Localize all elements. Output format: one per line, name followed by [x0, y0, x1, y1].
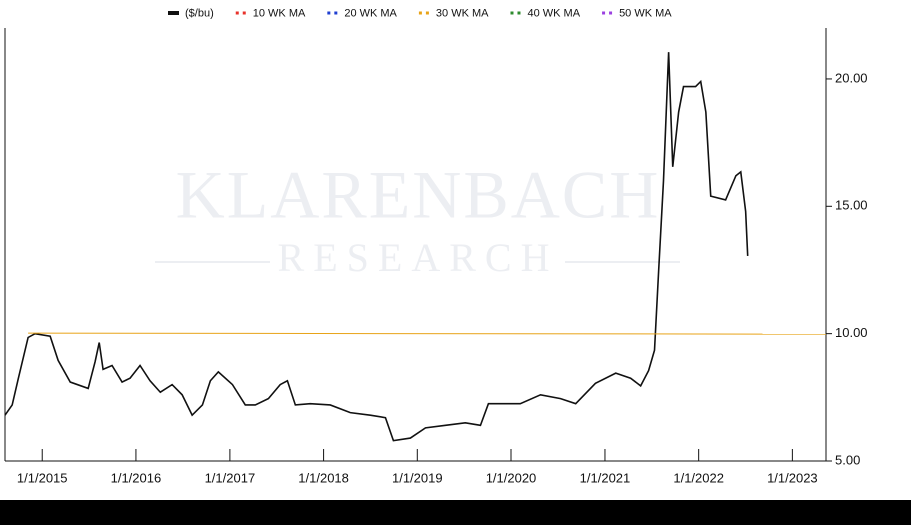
x-tick-label: 1/1/2017: [205, 470, 256, 485]
legend-item: ($/bu): [168, 7, 214, 19]
bottom-bar: [0, 500, 911, 525]
legend-item: 20 WK MA: [327, 7, 398, 19]
legend-label: ($/bu): [185, 7, 214, 19]
x-tick-label: 1/1/2018: [298, 470, 349, 485]
y-tick-label: 20.00: [835, 70, 868, 85]
legend-swatch: [418, 11, 422, 15]
legend: ($/bu) 10 WK MA 20 WK MA 30 WK MA 40 WK MA 50…: [168, 7, 672, 19]
y-tick-label: 10.00: [835, 325, 868, 340]
legend-label: 30 WK MA: [436, 7, 489, 19]
legend-swatch: [334, 11, 338, 15]
x-tick-label: 1/1/2015: [17, 470, 68, 485]
x-tick-label: 1/1/2020: [486, 470, 537, 485]
legend-swatch: [242, 11, 246, 15]
x-tick-label: 1/1/2023: [767, 470, 818, 485]
legend-item: 10 WK MA: [235, 7, 306, 19]
legend-swatch: [327, 11, 331, 15]
x-tick-label: 1/1/2016: [111, 470, 162, 485]
watermark-title: KLARENBACH: [176, 157, 661, 233]
legend-label: 40 WK MA: [527, 7, 580, 19]
x-tick-label: 1/1/2019: [392, 470, 443, 485]
legend-swatch: [425, 11, 429, 15]
x-tick-label: 1/1/2021: [580, 470, 631, 485]
legend-item: 40 WK MA: [510, 7, 581, 19]
legend-item: 30 WK MA: [418, 7, 489, 19]
legend-label: 10 WK MA: [253, 7, 306, 19]
legend-swatch: [517, 11, 521, 15]
legend-label: 20 WK MA: [344, 7, 397, 19]
legend-swatch: [510, 11, 514, 15]
legend-swatch: [602, 11, 606, 15]
legend-label: 50 WK MA: [619, 7, 672, 19]
legend-swatch: [168, 11, 179, 15]
watermark-subtitle: RESEARCH: [278, 235, 559, 280]
y-tick-label: 5.00: [835, 452, 860, 467]
legend-item: 50 WK MA: [602, 7, 672, 19]
legend-swatch: [609, 11, 613, 15]
series-line: [4, 52, 749, 442]
x-tick-label: 1/1/2022: [673, 470, 724, 485]
y-tick-label: 15.00: [835, 198, 868, 213]
legend-swatch: [235, 11, 239, 15]
series-line: [28, 332, 827, 335]
